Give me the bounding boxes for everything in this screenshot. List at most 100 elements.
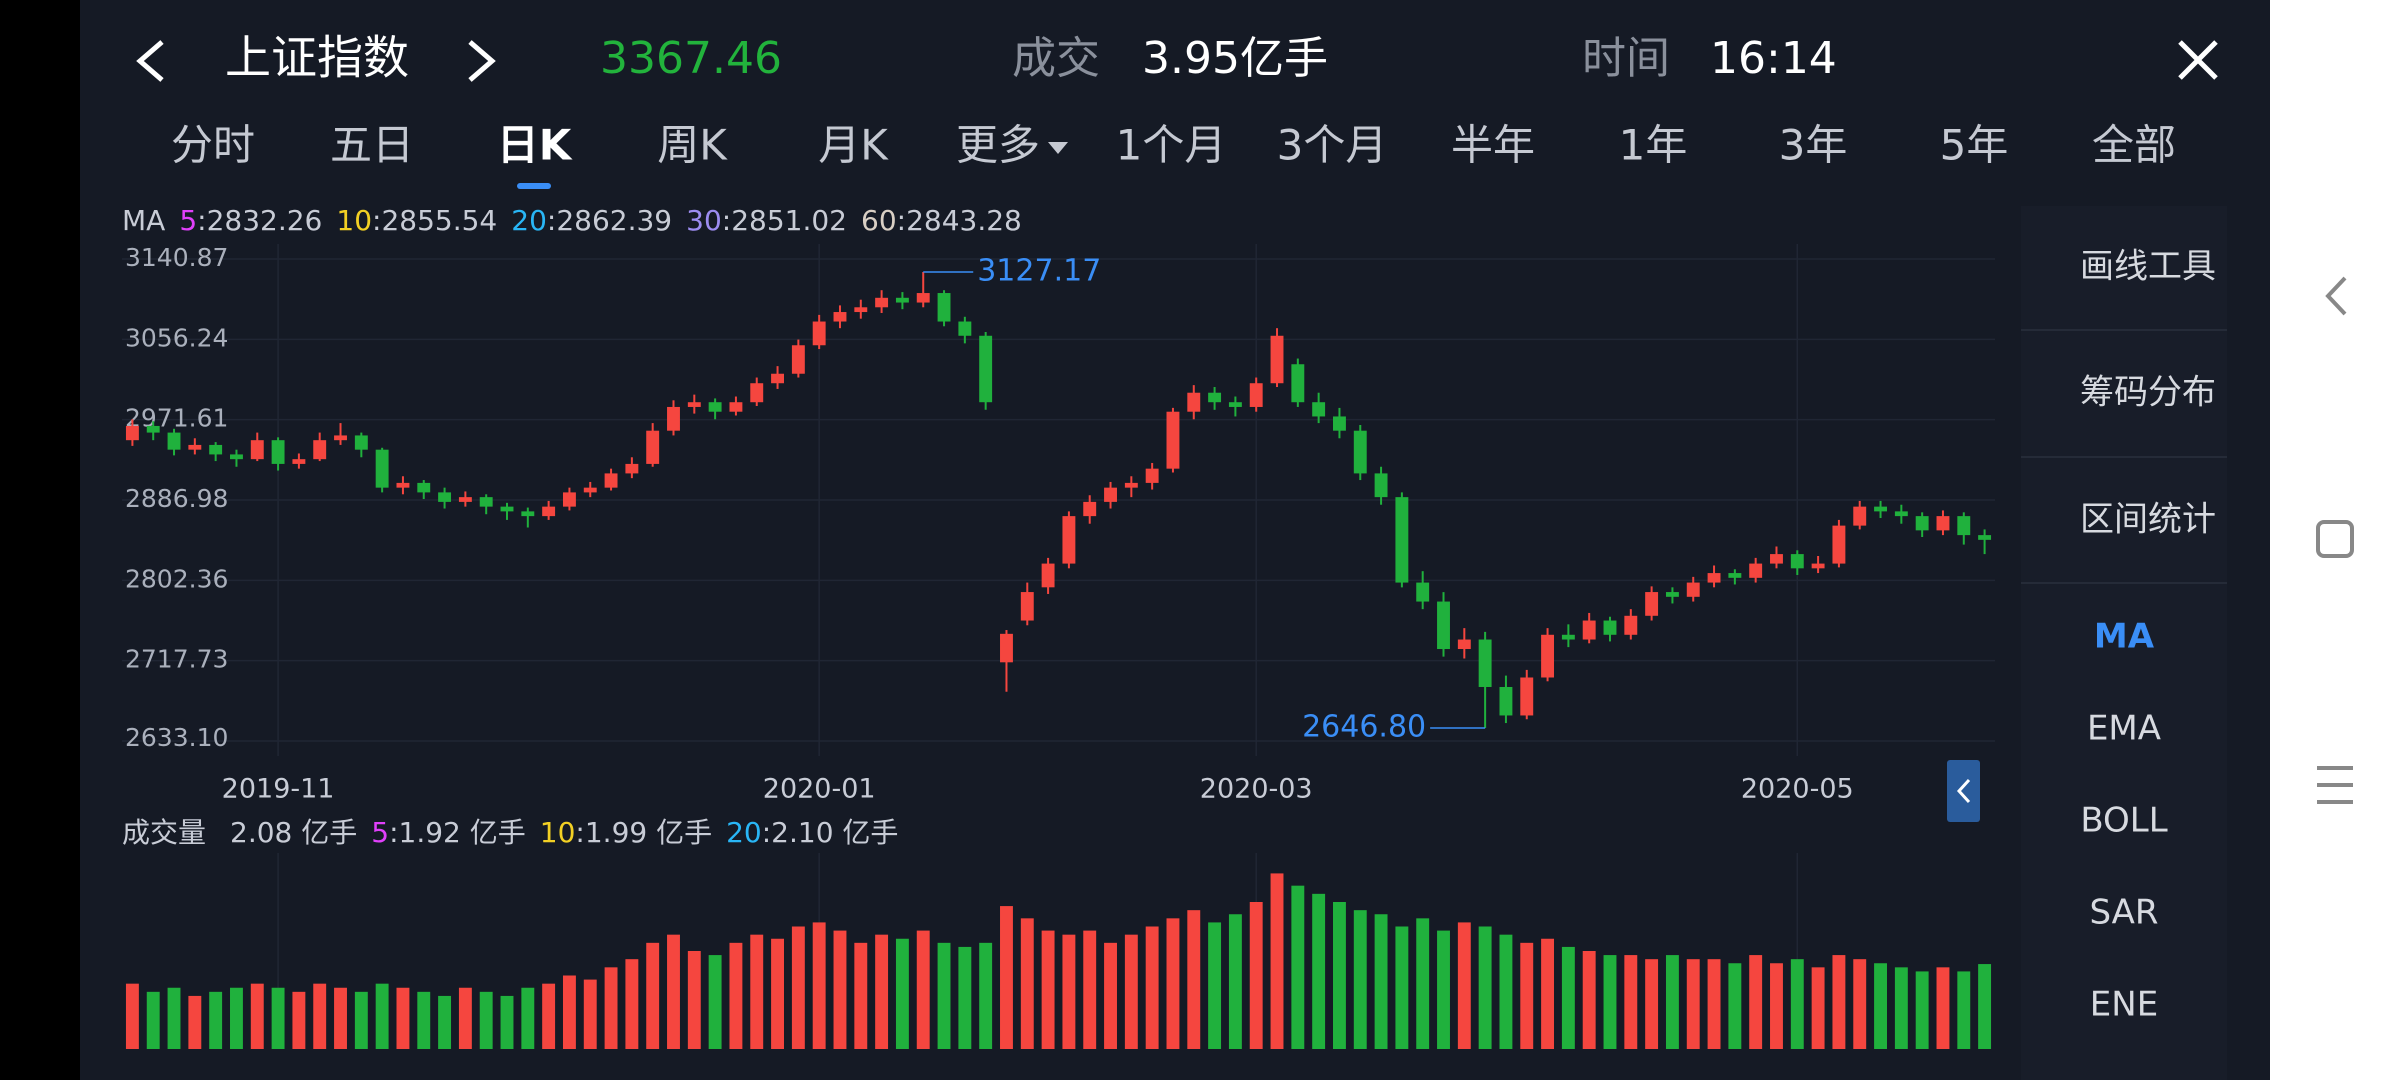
candle-body: [1541, 634, 1555, 678]
candle-body: [1249, 383, 1263, 407]
volume-bar: [1499, 934, 1513, 1049]
volume-bar: [1707, 959, 1721, 1049]
legend-name: 20: [511, 204, 547, 237]
candle-body: [438, 492, 452, 502]
tab[interactable]: 周K: [657, 121, 728, 170]
tab[interactable]: 3年: [1779, 121, 1848, 170]
volume-bar: [916, 930, 930, 1049]
volume-bar: [1894, 967, 1908, 1049]
tab[interactable]: 半年: [1451, 121, 1535, 170]
y-tick-label: 3140.87: [125, 243, 228, 272]
nav-menu[interactable]: [2317, 766, 2353, 804]
candle-body: [1665, 592, 1679, 597]
tab[interactable]: 1个月: [1116, 121, 1227, 170]
volume-bar: [1686, 959, 1700, 1049]
legend-title: 成交量: [122, 816, 206, 849]
candle-body: [1624, 615, 1638, 635]
candle-body: [354, 435, 368, 450]
time-label: 时间: [1582, 33, 1670, 84]
indicator[interactable]: ENE: [2090, 985, 2158, 1025]
candle-body: [146, 425, 160, 433]
legend-value: :2862.39: [547, 204, 672, 237]
volume-bar: [1582, 951, 1596, 1049]
candle-body: [1395, 497, 1409, 583]
volume-bar: [1166, 918, 1180, 1049]
candle-body: [1041, 563, 1055, 588]
indicator[interactable]: EMA: [2087, 709, 2161, 749]
candle-body: [334, 435, 347, 441]
volume-bar: [1520, 942, 1534, 1049]
candle-body: [521, 511, 535, 517]
volume-bar: [1728, 963, 1742, 1049]
volume-bar: [1478, 926, 1492, 1049]
candle-body: [854, 307, 868, 313]
candle-body: [791, 345, 805, 374]
volume-bar: [1062, 934, 1076, 1049]
volume-bar: [833, 930, 847, 1049]
volume-bar: [771, 938, 785, 1049]
volume-bar: [854, 942, 868, 1049]
volume-bar: [1957, 971, 1971, 1049]
volume-bar: [146, 991, 160, 1049]
volume-bar: [271, 987, 285, 1049]
panel: [80, 0, 2270, 1080]
tab[interactable]: 分时: [171, 121, 255, 170]
candle-body: [209, 444, 223, 455]
candle-body: [1894, 511, 1908, 517]
y-tick-label: 2886.98: [125, 484, 228, 513]
candle-body: [750, 383, 764, 403]
side-tool[interactable]: 画线工具: [2080, 247, 2216, 287]
tab[interactable]: 3个月: [1277, 121, 1388, 170]
candle-body: [958, 321, 972, 336]
candle-body: [1832, 525, 1846, 564]
next-icon[interactable]: [468, 40, 496, 82]
nav-home[interactable]: [2316, 520, 2354, 558]
close-icon[interactable]: [2178, 40, 2218, 80]
volume-bar: [1874, 963, 1887, 1049]
volume-bar: [1811, 967, 1825, 1049]
volume-bar: [937, 942, 951, 1049]
volume-bar: [812, 922, 826, 1049]
tab[interactable]: 日K: [497, 121, 573, 170]
indicator[interactable]: BOLL: [2080, 801, 2167, 841]
nav-back[interactable]: [2325, 276, 2347, 316]
volume-bar: [1249, 902, 1263, 1049]
side-tool[interactable]: 筹码分布: [2080, 373, 2216, 413]
volume-bar: [667, 934, 680, 1049]
tab[interactable]: 月K: [818, 121, 889, 170]
tab[interactable]: 全部: [2092, 121, 2176, 170]
candle-body: [1957, 516, 1971, 536]
volume-bar: [1228, 914, 1242, 1049]
candle-body: [1686, 582, 1700, 597]
volume-bar: [1332, 902, 1346, 1049]
candle-body: [1228, 402, 1242, 407]
y-tick-label: 2802.36: [125, 564, 228, 593]
candle-body: [916, 293, 930, 303]
candle-body: [1728, 573, 1742, 578]
tab[interactable]: 更多: [956, 121, 1040, 170]
volume-bar: [1312, 893, 1326, 1049]
volume-bar: [1208, 922, 1222, 1049]
candle-body: [396, 482, 410, 488]
volume-bar: [1270, 873, 1284, 1049]
tab[interactable]: 五日: [330, 121, 414, 170]
volume-bar: [1374, 914, 1388, 1049]
volume: 3.95亿手: [1142, 33, 1328, 84]
volume-bar: [1915, 971, 1929, 1049]
collapse-button[interactable]: [1947, 760, 1980, 822]
prev-icon[interactable]: [136, 40, 164, 82]
side-tool[interactable]: 区间统计: [2080, 500, 2216, 540]
candle-body: [1000, 633, 1013, 663]
x-tick-label: 2019-11: [222, 774, 335, 805]
indicator[interactable]: MA: [2094, 617, 2155, 657]
volume-bar: [1749, 955, 1763, 1049]
indicator[interactable]: SAR: [2089, 893, 2158, 933]
candle-body: [1499, 686, 1513, 716]
volume-bar: [1561, 946, 1575, 1049]
tab[interactable]: 5年: [1940, 121, 2009, 170]
volume-bar: [125, 983, 139, 1049]
legend-value: 2.08 亿手: [230, 816, 357, 849]
tab[interactable]: 1年: [1619, 121, 1688, 170]
volume-bar: [1645, 959, 1659, 1049]
volume-bar: [1353, 910, 1367, 1049]
